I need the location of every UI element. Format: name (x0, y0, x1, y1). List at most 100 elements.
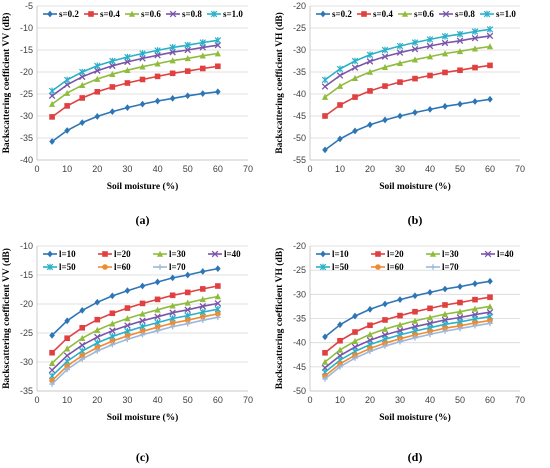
series-line (324, 35, 491, 88)
series-s=0.6 (321, 43, 494, 100)
data-point (79, 352, 86, 359)
data-point (396, 42, 404, 50)
data-point (397, 338, 403, 345)
x-tick-label: 0 (307, 395, 312, 405)
legend-label: l=30 (442, 249, 459, 259)
data-point (367, 322, 373, 329)
y-tick-label: -55 (293, 155, 306, 165)
data-point (366, 331, 374, 338)
series-l=20 (322, 294, 493, 356)
data-point (337, 321, 343, 329)
data-point (78, 68, 86, 76)
data-point (214, 293, 221, 300)
series-line (51, 91, 218, 143)
y-tick-label: -10 (20, 241, 33, 251)
panel-label: (b) (408, 213, 423, 227)
data-point (169, 44, 176, 51)
data-point (427, 72, 433, 79)
y-tick-label: -15 (20, 270, 33, 280)
data-point (321, 76, 329, 84)
data-point (199, 286, 206, 292)
legend-label: l=60 (387, 262, 404, 272)
data-point (427, 331, 433, 338)
data-point (48, 87, 56, 95)
data-point (124, 322, 131, 329)
data-point (139, 300, 146, 307)
legend-label: s=0.2 (332, 9, 352, 19)
data-point (456, 37, 464, 45)
data-point (215, 265, 221, 273)
y-tick-label: -20 (293, 1, 306, 11)
series-l=10 (49, 265, 221, 339)
data-point (64, 335, 70, 342)
legend-item: s=0.8 (166, 9, 202, 19)
data-point (184, 299, 191, 306)
legend-item: s=0.6 (398, 9, 434, 19)
legend-label: l=50 (332, 262, 349, 272)
data-point (184, 271, 191, 279)
data-point (184, 306, 191, 314)
series-l=30 (48, 293, 221, 366)
data-point (139, 282, 146, 290)
data-point (79, 81, 86, 88)
data-point (457, 325, 463, 332)
data-point (442, 325, 448, 331)
data-point (427, 289, 433, 296)
data-point (487, 277, 493, 285)
legend-marker (102, 264, 108, 270)
series-line (324, 305, 491, 363)
data-point (487, 95, 493, 103)
legend-label: l=50 (59, 262, 76, 272)
data-point (184, 68, 191, 74)
data-point (367, 348, 373, 355)
series-line (324, 315, 491, 373)
data-point (456, 48, 464, 55)
x-tick-label: 0 (34, 164, 39, 174)
data-point (154, 278, 161, 286)
legend-item: s=1.0 (207, 9, 243, 19)
x-tick-label: 50 (455, 395, 465, 405)
data-point (124, 333, 131, 339)
data-point (426, 42, 434, 50)
data-point (426, 53, 434, 60)
data-point (169, 57, 176, 64)
data-point (457, 322, 463, 329)
series-l=40 (48, 300, 222, 374)
data-point (336, 72, 344, 79)
legend-label: s=0.8 (182, 9, 202, 19)
data-point (154, 73, 161, 80)
data-point (94, 316, 101, 323)
legend-marker (88, 11, 94, 17)
data-point (124, 336, 131, 343)
series-s=0.4 (49, 63, 221, 120)
legend-marker (46, 263, 54, 271)
data-point (382, 116, 388, 124)
data-point (64, 317, 70, 325)
legend-marker (47, 10, 53, 18)
x-tick-label: 30 (395, 164, 405, 174)
legend: s=0.2 s=0.4 s=0.6 s=0.8 s=1.0 (43, 9, 243, 19)
legend-item: l=10 (43, 249, 76, 259)
series-line (324, 45, 491, 98)
data-point (214, 50, 221, 57)
legend-marker (401, 10, 409, 17)
y-axis-title: Backscattering coefficient VV (dB) (1, 13, 12, 154)
series-s=0.8 (48, 41, 222, 100)
data-point (94, 333, 101, 341)
x-tick-label: 60 (213, 395, 223, 405)
data-point (352, 329, 358, 335)
x-tick-label: 50 (455, 164, 465, 174)
data-point (486, 26, 494, 33)
data-point (337, 364, 343, 370)
data-point (367, 88, 373, 94)
y-tick-label: -20 (293, 241, 306, 251)
legend: l=10 l=20 l=30 l=40 l=50 l=60 l=70 (316, 249, 514, 272)
legend-item: s=0.8 (439, 9, 475, 19)
data-point (412, 292, 418, 300)
y-tick-label: -30 (293, 289, 306, 299)
legend-label: l=60 (114, 262, 131, 272)
series-s=0.2 (322, 95, 493, 154)
data-point (79, 356, 86, 362)
data-point (139, 76, 146, 83)
legend-label: l=30 (169, 249, 186, 259)
